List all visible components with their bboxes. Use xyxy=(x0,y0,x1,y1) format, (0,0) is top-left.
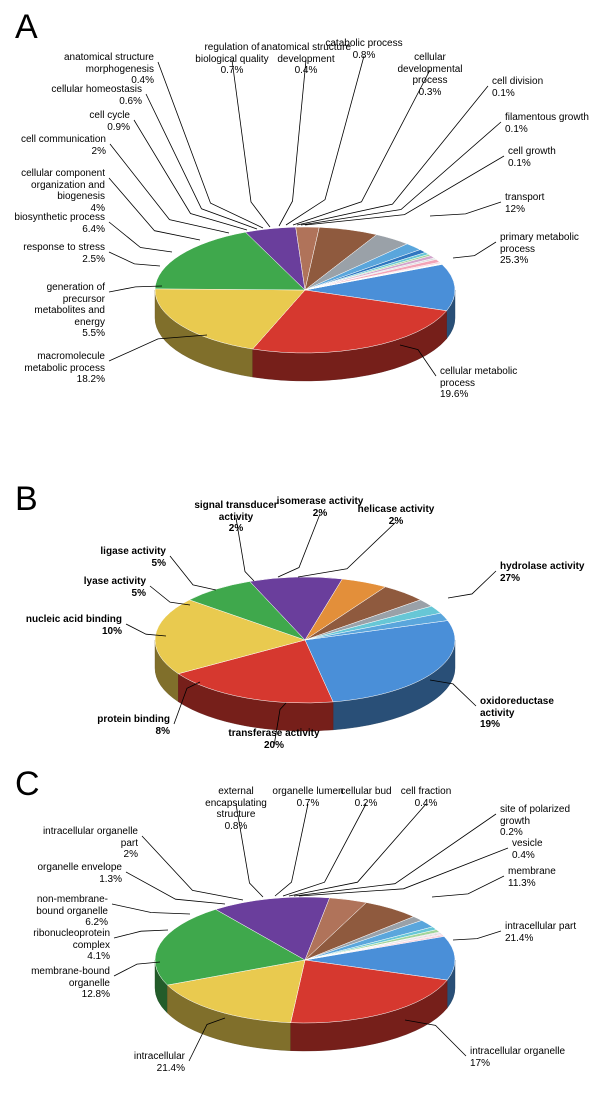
leader-line xyxy=(297,86,488,225)
leader-line xyxy=(279,60,306,226)
leader-line xyxy=(134,120,247,230)
slice-label: cell fraction 0.4% xyxy=(356,786,496,809)
slice-label: response to stress 2.5% xyxy=(0,242,105,265)
slice-label: cell division 0.1% xyxy=(492,76,543,99)
leader-line xyxy=(430,202,501,216)
slice-label: protein binding 8% xyxy=(30,714,170,737)
leader-line xyxy=(114,962,160,976)
slice-label: biosynthetic process 6.4% xyxy=(0,212,105,235)
slice-label: helicase activity 2% xyxy=(326,504,466,527)
slice-label: generation of precursor metabolites and … xyxy=(0,282,105,340)
slice-label: intracellular 21.4% xyxy=(45,1051,185,1074)
slice-label: ligase activity 5% xyxy=(26,546,166,569)
leader-line xyxy=(150,586,190,605)
slice-label: macromolecule metabolic process 18.2% xyxy=(0,351,105,386)
leader-line xyxy=(301,122,501,225)
leader-line xyxy=(109,222,172,252)
leader-line xyxy=(170,556,216,590)
leader-line xyxy=(126,872,225,904)
slice-label: transferase activity 20% xyxy=(204,728,344,751)
slice-label: cell communication 2% xyxy=(0,134,106,157)
leader-line xyxy=(305,156,504,225)
leader-line xyxy=(432,876,504,897)
slice-label: transport 12% xyxy=(505,192,544,215)
slice-label: ribonucleoprotein complex 4.1% xyxy=(0,928,110,963)
slice-label: membrane 11.3% xyxy=(508,866,556,889)
slice-label: site of polarized growth 0.2% xyxy=(500,804,570,839)
slice-label: cellular homeostasis 0.6% xyxy=(2,84,142,107)
leader-line xyxy=(109,178,200,240)
slice-label: membrane-bound organelle 12.8% xyxy=(0,966,110,1001)
leader-line xyxy=(114,930,168,938)
leader-line xyxy=(289,804,426,896)
slice-label: intracellular organelle 17% xyxy=(470,1046,565,1069)
slice-label: cellular component organization and biog… xyxy=(0,168,105,214)
slice-label: cell cycle 0.9% xyxy=(0,110,130,133)
slice-label: intracellular organelle part 2% xyxy=(0,826,138,861)
slice-label: hydrolase activity 27% xyxy=(500,561,584,584)
leader-line xyxy=(142,836,243,900)
slice-label: lyase activity 5% xyxy=(6,576,146,599)
leader-line xyxy=(294,814,496,896)
slice-label: cell growth 0.1% xyxy=(508,146,556,169)
slice-label: vesicle 0.4% xyxy=(512,838,543,861)
leader-line xyxy=(232,60,270,227)
slice-label: intracellular part 21.4% xyxy=(505,921,576,944)
slice-label: nucleic acid binding 10% xyxy=(0,614,122,637)
leader-line xyxy=(109,286,162,292)
slice-label: oxidoreductase activity 19% xyxy=(480,696,554,731)
leader-line xyxy=(112,904,190,914)
slice-label: primary metabolic process 25.3% xyxy=(500,232,579,267)
leader-line xyxy=(453,931,501,940)
slice-label: cellular developmental process 0.3% xyxy=(360,52,500,98)
figure: A B C transport 12%primary metabolic pro… xyxy=(0,0,600,1111)
slice-label: filamentous growth 0.1% xyxy=(505,112,589,135)
leader-line xyxy=(146,94,257,229)
leader-line xyxy=(109,252,160,266)
slice-label: organelle envelope 1.3% xyxy=(0,862,122,885)
leader-line xyxy=(286,56,364,225)
leader-line xyxy=(448,571,496,598)
slice-label: non-membrane- bound organelle 6.2% xyxy=(0,894,108,929)
leader-line xyxy=(298,522,396,577)
leader-line xyxy=(453,242,496,258)
slice-label: anatomical structure morphogenesis 0.4% xyxy=(14,52,154,87)
leader-line xyxy=(158,62,263,228)
slice-label: cellular metabolic process 19.6% xyxy=(440,366,517,401)
